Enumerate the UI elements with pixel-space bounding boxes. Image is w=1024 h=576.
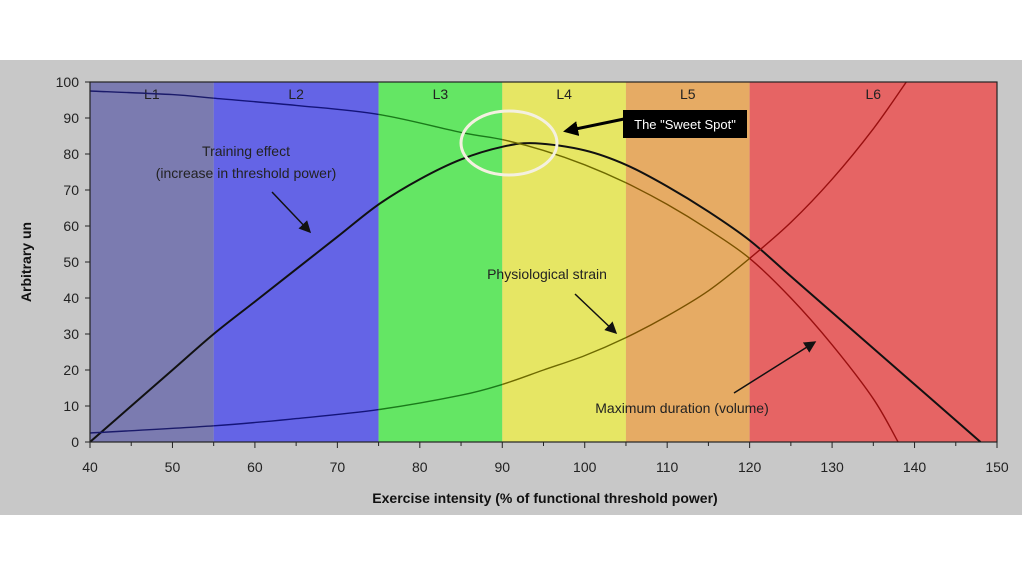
maximum-duration-label: Maximum duration (volume) [595,400,769,416]
x-tick-label: 120 [738,459,762,475]
series-segment [502,138,626,184]
physiological-strain-arrow [574,293,618,335]
x-tick-label: 150 [985,459,1009,475]
zone-l4 [502,82,626,442]
zone-l2 [213,82,379,442]
y-tick-label: 20 [63,362,79,378]
physiological-strain-label: Physiological strain [487,266,607,282]
y-tick-label: 0 [71,434,79,450]
zone-label: L3 [433,86,449,102]
series-segment [749,82,907,260]
x-tick-label: 140 [903,459,927,475]
y-axis-title: Arbitrary un [18,222,34,302]
series-training-line [90,142,982,442]
y-tick-label: 50 [63,254,79,270]
x-tick-label: 110 [656,459,679,475]
y-tick-label: 100 [56,74,80,90]
zone-label: L2 [288,86,304,102]
x-tick-label: 90 [494,459,510,475]
y-tick-label: 60 [63,218,79,234]
x-tick-label: 130 [820,459,844,475]
zone-label: L6 [866,86,882,102]
y-tick-label: 30 [63,326,79,342]
training-effect-label: Training effect [202,143,290,159]
training-effect-arrow [271,191,312,234]
series-segment [502,336,626,386]
sweet-spot-label: The "Sweet Spot" [634,117,736,132]
y-tick-label: 40 [63,290,79,306]
zone-l5 [625,82,750,442]
maximum-duration-arrow [733,341,817,394]
sweet-spot-box [623,110,747,138]
zone-l3 [378,82,503,442]
sweet-spot-ring [459,109,559,177]
y-tick-label: 70 [63,182,79,198]
series-segment [213,408,379,427]
series-physiological-line [90,82,907,434]
series-segment [749,257,899,442]
zone-l1 [90,82,214,442]
y-tick-label: 90 [63,110,79,126]
training-effect-sublabel: (increase in threshold power) [156,165,337,181]
x-tick-label: 60 [247,459,263,475]
x-tick-label: 50 [165,459,181,475]
zone-label: L5 [680,86,696,102]
annotations: Training effect (increase in threshold p… [156,109,817,416]
x-tick-label: 70 [330,459,346,475]
y-tick-label: 80 [63,146,79,162]
x-tick-label: 80 [412,459,428,475]
x-tick-label: 40 [82,459,98,475]
zone-l6 [749,82,997,442]
x-axis-title: Exercise intensity (% of functional thre… [372,490,717,506]
series-maximum-line [90,90,899,442]
series-path [90,142,982,442]
x-tick-label: 100 [573,459,597,475]
zone-label: L4 [556,86,572,102]
series-segment [213,97,379,116]
y-tick-label: 10 [63,398,79,414]
sweet-spot-arrow [563,117,625,136]
